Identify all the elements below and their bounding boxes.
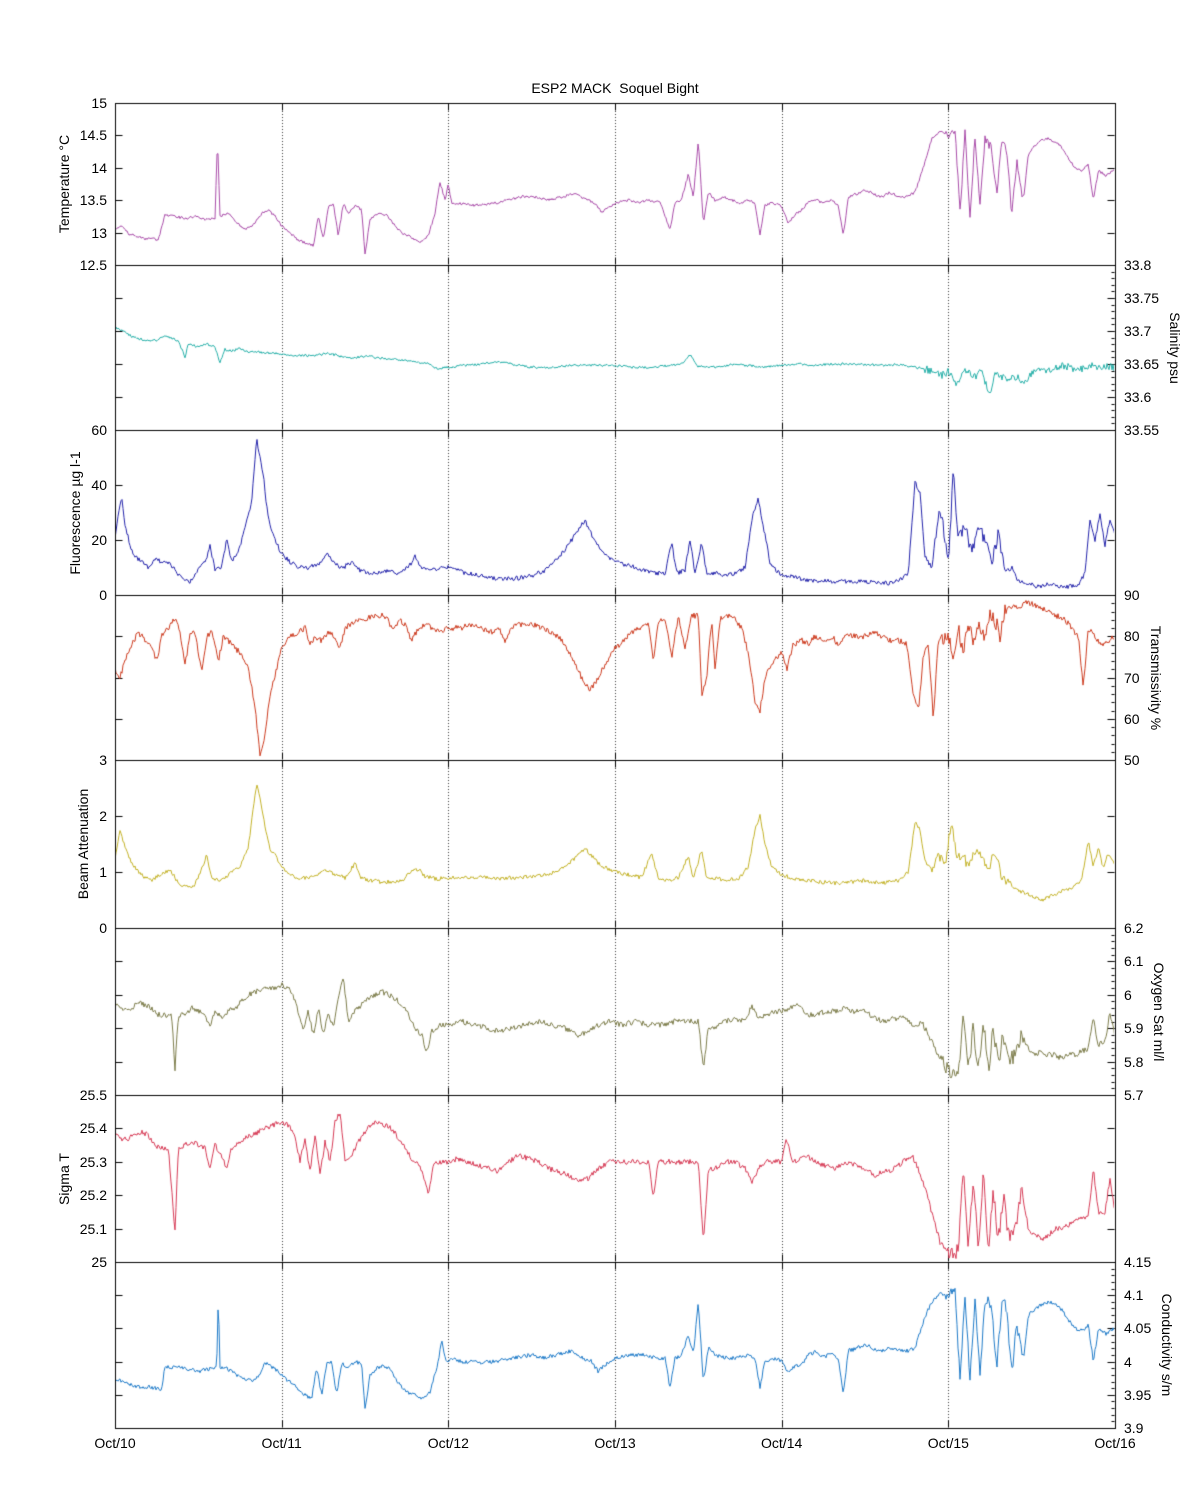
y-tick-label: 6.1: [1124, 953, 1144, 970]
chart-title: ESP2 MACK Soquel Bight: [531, 80, 699, 96]
y-tick-label: 25.1: [79, 1220, 107, 1237]
y-tick-label: 33.7: [1124, 323, 1152, 339]
y-tick-label: 60: [91, 422, 107, 438]
y-tick-label: 0: [99, 587, 107, 603]
y-tick-label: 25.4: [79, 1120, 107, 1137]
y-tick-label: 6: [1124, 986, 1132, 1003]
y-tick-label: 0: [99, 920, 107, 936]
y-tick-label: 3.95: [1124, 1386, 1152, 1403]
y-tick-label: 5.7: [1124, 1087, 1144, 1103]
y-tick-label: 13: [91, 224, 107, 241]
y-tick-label: 33.8: [1124, 257, 1152, 273]
y-tick-label: 3.9: [1124, 1420, 1144, 1436]
y-tick-label: 15: [91, 95, 107, 111]
y-tick-label: 40: [91, 477, 107, 493]
y-tick-label: 80: [1124, 628, 1140, 645]
y-axis-label: Transmissivity %: [1147, 625, 1164, 730]
y-tick-label: 4: [1124, 1353, 1132, 1370]
x-tick-label: Oct/16: [1094, 1435, 1136, 1451]
y-tick-label: 6.2: [1124, 920, 1144, 936]
y-axis-label: Temperature °C: [55, 134, 72, 234]
y-axis-label: Fluorescence µg l-1: [67, 450, 84, 575]
y-tick-label: 33.65: [1124, 356, 1160, 372]
y-tick-label: 33.6: [1124, 389, 1152, 405]
y-tick-label: 70: [1124, 669, 1140, 686]
y-tick-label: 14.5: [79, 127, 107, 144]
y-tick-label: 2: [99, 808, 107, 824]
y-axis-label: Conductivity s/m: [1159, 1293, 1176, 1397]
y-tick-label: 5.8: [1124, 1053, 1144, 1070]
x-tick-label: Oct/11: [261, 1435, 302, 1451]
y-tick-label: 5.9: [1124, 1020, 1144, 1037]
x-tick-label: Oct/10: [94, 1435, 136, 1451]
y-tick-label: 25.3: [79, 1153, 107, 1170]
x-tick-label: Oct/12: [427, 1435, 469, 1451]
y-tick-label: 1: [99, 864, 107, 880]
y-tick-label: 33.75: [1124, 290, 1160, 306]
y-axis-label: Salinity psu: [1167, 311, 1184, 384]
y-tick-label: 4.1: [1124, 1287, 1144, 1304]
x-tick-label: Oct/13: [594, 1435, 636, 1451]
x-tick-label: Oct/15: [927, 1435, 969, 1451]
y-tick-label: 60: [1124, 710, 1140, 727]
y-axis-label: Oxygen Sat ml/l: [1151, 962, 1168, 1061]
x-tick-label: Oct/14: [761, 1435, 803, 1451]
y-tick-label: 50: [1124, 752, 1140, 768]
y-tick-label: 25.2: [79, 1187, 107, 1204]
y-tick-label: 25: [91, 1254, 107, 1270]
y-axis-label: Sigma T: [55, 1152, 72, 1205]
y-tick-label: 25.5: [79, 1087, 107, 1103]
y-tick-label: 90: [1124, 587, 1140, 603]
y-tick-label: 20: [91, 532, 107, 548]
y-axis-label: Beam Attenuation: [75, 788, 92, 900]
y-tick-label: 12.5: [79, 257, 107, 273]
y-tick-label: 3: [99, 752, 107, 768]
y-tick-label: 33.55: [1124, 422, 1160, 438]
y-tick-label: 4.05: [1124, 1320, 1152, 1337]
y-tick-label: 14: [91, 159, 107, 176]
y-tick-label: 13.5: [79, 192, 107, 209]
y-tick-label: 4.15: [1124, 1254, 1152, 1270]
